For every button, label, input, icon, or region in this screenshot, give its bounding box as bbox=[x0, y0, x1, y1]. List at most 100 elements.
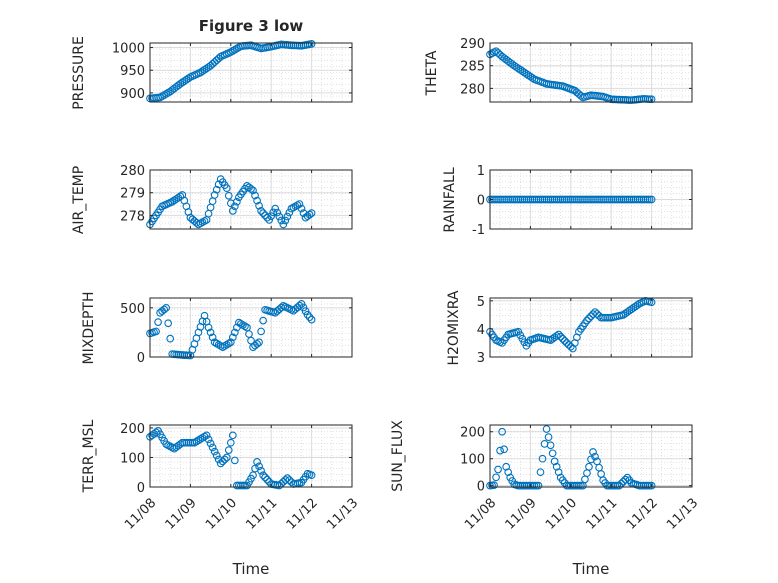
data-point bbox=[257, 466, 265, 475]
data-point bbox=[530, 481, 539, 490]
subplot-rainfall: -1 0 1 RAINFALL bbox=[442, 164, 693, 238]
subplot-pressure: 900 950 1000 PRESSURE bbox=[71, 36, 353, 110]
subplot-air-temp: 278 279 280 AIR_TEMP bbox=[71, 164, 353, 234]
data-point bbox=[558, 334, 567, 343]
data-point bbox=[263, 213, 272, 222]
data-point bbox=[544, 433, 553, 441]
data-point bbox=[546, 441, 555, 450]
x-tick-label: 11/10 bbox=[203, 496, 240, 533]
data-point bbox=[307, 471, 316, 480]
data-point bbox=[643, 195, 652, 204]
subplot-terr-msl: 0 100 200 11/08 11/09 11/10 11/11 11/12 11/13 TE… bbox=[81, 419, 361, 578]
data-point bbox=[224, 191, 233, 200]
data-point bbox=[633, 301, 642, 309]
data-point bbox=[591, 452, 599, 461]
y-tick-label: 950 bbox=[120, 64, 145, 79]
data-point bbox=[534, 481, 543, 490]
data-point bbox=[210, 447, 219, 456]
x-tick-label: 11/08 bbox=[462, 496, 499, 533]
ylabel-rainfall: RAINFALL bbox=[442, 167, 458, 232]
data-point bbox=[550, 457, 559, 466]
data-point bbox=[216, 459, 225, 468]
data-point bbox=[166, 334, 175, 343]
x-tick-label: 11/09 bbox=[503, 496, 540, 533]
data-point bbox=[585, 462, 593, 471]
y-tick-label: 200 bbox=[120, 422, 145, 437]
data-point bbox=[253, 340, 261, 348]
data-point bbox=[261, 473, 269, 482]
data-point bbox=[226, 338, 235, 347]
y-tick-label: 285 bbox=[460, 60, 485, 75]
data-point bbox=[241, 322, 249, 331]
data-point bbox=[233, 197, 241, 206]
data-point bbox=[645, 481, 654, 490]
data-point bbox=[589, 448, 597, 456]
y-tick-label: 0 bbox=[137, 481, 145, 496]
subplot-sun-flux: 0 100 200 11/08 11/09 11/10 11/11 11/12 11/13 SU… bbox=[390, 420, 701, 578]
data-point bbox=[212, 185, 221, 194]
data-point bbox=[253, 458, 261, 466]
data-point bbox=[494, 465, 502, 474]
ylabel-air-temp: AIR_TEMP bbox=[71, 166, 87, 234]
y-tick-label: 900 bbox=[120, 87, 145, 102]
y-tick-label: 4 bbox=[477, 323, 485, 338]
data-point bbox=[643, 481, 652, 490]
data-point bbox=[251, 191, 259, 200]
data-point bbox=[204, 435, 213, 444]
data-point bbox=[269, 208, 278, 217]
x-tick-label: 11/11 bbox=[243, 496, 280, 533]
data-point bbox=[249, 186, 257, 195]
data-point bbox=[202, 431, 211, 440]
data-point bbox=[162, 303, 171, 312]
y-tick-label: -1 bbox=[472, 223, 485, 238]
data-point bbox=[283, 474, 292, 482]
data-point bbox=[265, 477, 274, 486]
data-point bbox=[581, 475, 589, 484]
x-tick-label: 11/13 bbox=[324, 496, 361, 533]
data-point bbox=[259, 316, 267, 325]
data-point bbox=[583, 469, 591, 477]
data-point bbox=[222, 184, 231, 193]
data-point bbox=[204, 323, 213, 332]
data-point bbox=[152, 428, 160, 437]
data-point bbox=[222, 453, 231, 462]
ylabel-h2omixra: H2OMIXRA bbox=[446, 290, 462, 365]
y-tick-label: 1000 bbox=[112, 42, 145, 57]
data-point bbox=[257, 206, 265, 215]
data-point bbox=[536, 468, 545, 477]
y-tick-label: 500 bbox=[120, 302, 145, 317]
data-point bbox=[305, 313, 314, 322]
data-point bbox=[492, 473, 500, 482]
data-point bbox=[228, 431, 237, 440]
data-point bbox=[303, 310, 312, 319]
data-point bbox=[230, 328, 239, 337]
data-point bbox=[190, 438, 199, 447]
x-tick-label: 11/12 bbox=[284, 496, 321, 533]
data-point bbox=[542, 425, 551, 433]
data-point bbox=[152, 327, 160, 336]
data-point bbox=[210, 191, 219, 199]
data-point bbox=[647, 95, 656, 104]
y-tick-label: 290 bbox=[460, 37, 485, 52]
data-point bbox=[224, 339, 233, 348]
data-point bbox=[645, 195, 654, 204]
data-point bbox=[500, 445, 508, 454]
y-tick-label: 100 bbox=[120, 451, 145, 466]
data-point bbox=[502, 462, 511, 471]
data-point bbox=[283, 212, 292, 221]
ylabel-pressure: PRESSURE bbox=[71, 36, 87, 110]
ylabel-terr-msl: TERR_MSL bbox=[81, 419, 97, 493]
figure-title: Figure 3 low bbox=[199, 17, 304, 35]
x-tick-label: 11/10 bbox=[543, 496, 580, 533]
data-point bbox=[206, 328, 215, 337]
data-point bbox=[184, 74, 193, 83]
data-point bbox=[285, 476, 294, 484]
xlabel-sun-flux: Time bbox=[572, 560, 610, 578]
data-point bbox=[583, 316, 591, 325]
y-tick-label: 100 bbox=[460, 453, 485, 468]
data-point bbox=[585, 314, 593, 323]
data-point bbox=[271, 204, 280, 213]
y-tick-label: 1 bbox=[477, 164, 485, 179]
x-tick-label: 11/12 bbox=[624, 496, 661, 533]
